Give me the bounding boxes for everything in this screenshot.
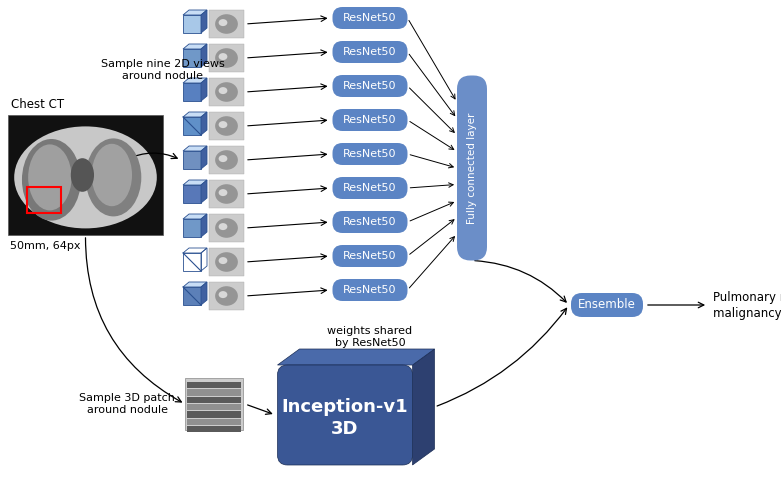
Ellipse shape — [219, 291, 227, 298]
FancyBboxPatch shape — [209, 44, 244, 72]
FancyBboxPatch shape — [333, 143, 408, 165]
Polygon shape — [201, 78, 207, 101]
Ellipse shape — [215, 252, 238, 272]
Ellipse shape — [219, 223, 227, 230]
Ellipse shape — [215, 14, 238, 34]
Text: ResNet50: ResNet50 — [344, 115, 397, 125]
Polygon shape — [201, 44, 207, 67]
Ellipse shape — [219, 87, 227, 94]
Polygon shape — [183, 44, 207, 49]
Ellipse shape — [219, 19, 227, 26]
Ellipse shape — [71, 158, 94, 192]
Polygon shape — [201, 214, 207, 237]
Text: ResNet50: ResNet50 — [344, 149, 397, 159]
Text: Inception-v1
3D: Inception-v1 3D — [282, 398, 408, 438]
Polygon shape — [183, 180, 207, 185]
FancyBboxPatch shape — [333, 245, 408, 267]
Text: ResNet50: ResNet50 — [344, 47, 397, 57]
Text: 50mm, 64px: 50mm, 64px — [10, 241, 80, 251]
Polygon shape — [183, 282, 207, 287]
Polygon shape — [183, 214, 207, 219]
Polygon shape — [183, 10, 207, 15]
Polygon shape — [201, 10, 207, 33]
Text: Pulmonary nodule
malignancy risk: Pulmonary nodule malignancy risk — [713, 290, 781, 320]
Ellipse shape — [85, 138, 141, 216]
FancyBboxPatch shape — [209, 78, 244, 106]
FancyBboxPatch shape — [333, 75, 408, 97]
Polygon shape — [201, 112, 207, 135]
Ellipse shape — [215, 48, 238, 68]
FancyBboxPatch shape — [187, 390, 241, 396]
Polygon shape — [183, 112, 207, 117]
Polygon shape — [412, 349, 434, 465]
Text: ResNet50: ResNet50 — [344, 217, 397, 227]
FancyBboxPatch shape — [8, 115, 163, 235]
FancyBboxPatch shape — [183, 219, 201, 237]
FancyBboxPatch shape — [277, 365, 412, 465]
Text: ResNet50: ResNet50 — [344, 81, 397, 91]
FancyBboxPatch shape — [209, 112, 244, 140]
Ellipse shape — [219, 121, 227, 128]
Text: ResNet50: ResNet50 — [344, 13, 397, 23]
Ellipse shape — [219, 189, 227, 196]
FancyBboxPatch shape — [185, 378, 243, 430]
Polygon shape — [201, 146, 207, 169]
Text: Sample 3D patch
around nodule: Sample 3D patch around nodule — [79, 393, 175, 415]
Text: ResNet50: ResNet50 — [344, 251, 397, 261]
Polygon shape — [201, 282, 207, 305]
FancyBboxPatch shape — [333, 109, 408, 131]
FancyBboxPatch shape — [187, 418, 241, 425]
FancyBboxPatch shape — [183, 49, 201, 67]
Text: weights shared
by ResNet50: weights shared by ResNet50 — [327, 326, 412, 347]
Text: Sample nine 2D views
around nodule: Sample nine 2D views around nodule — [101, 59, 225, 81]
Polygon shape — [201, 180, 207, 203]
FancyBboxPatch shape — [571, 293, 643, 317]
Ellipse shape — [219, 257, 227, 264]
Polygon shape — [183, 146, 207, 151]
Text: Ensemble: Ensemble — [578, 298, 636, 312]
FancyBboxPatch shape — [333, 41, 408, 63]
FancyBboxPatch shape — [183, 287, 201, 305]
Text: Fully connected layer: Fully connected layer — [467, 112, 477, 224]
FancyBboxPatch shape — [333, 211, 408, 233]
Text: ResNet50: ResNet50 — [344, 285, 397, 295]
FancyBboxPatch shape — [183, 15, 201, 33]
FancyBboxPatch shape — [187, 382, 241, 388]
Ellipse shape — [219, 155, 227, 162]
Ellipse shape — [22, 139, 81, 220]
Ellipse shape — [215, 218, 238, 238]
Ellipse shape — [28, 144, 72, 210]
FancyBboxPatch shape — [333, 7, 408, 29]
FancyBboxPatch shape — [187, 426, 241, 432]
Ellipse shape — [215, 286, 238, 306]
Ellipse shape — [215, 184, 238, 204]
FancyBboxPatch shape — [187, 412, 241, 418]
Text: Chest CT: Chest CT — [11, 98, 64, 111]
FancyBboxPatch shape — [183, 151, 201, 169]
FancyBboxPatch shape — [183, 117, 201, 135]
FancyBboxPatch shape — [333, 279, 408, 301]
FancyBboxPatch shape — [209, 248, 244, 276]
Ellipse shape — [14, 126, 157, 228]
FancyBboxPatch shape — [187, 404, 241, 410]
FancyBboxPatch shape — [209, 214, 244, 242]
Ellipse shape — [215, 82, 238, 102]
Polygon shape — [183, 78, 207, 83]
FancyBboxPatch shape — [457, 76, 487, 260]
Ellipse shape — [215, 116, 238, 136]
FancyBboxPatch shape — [183, 185, 201, 203]
Text: ResNet50: ResNet50 — [344, 183, 397, 193]
FancyBboxPatch shape — [209, 282, 244, 310]
Polygon shape — [277, 349, 434, 365]
FancyBboxPatch shape — [209, 10, 244, 38]
Ellipse shape — [219, 53, 227, 60]
FancyBboxPatch shape — [209, 146, 244, 174]
FancyBboxPatch shape — [333, 177, 408, 199]
FancyBboxPatch shape — [187, 396, 241, 403]
FancyBboxPatch shape — [209, 180, 244, 208]
FancyBboxPatch shape — [183, 83, 201, 101]
Ellipse shape — [215, 150, 238, 170]
Ellipse shape — [91, 144, 132, 206]
